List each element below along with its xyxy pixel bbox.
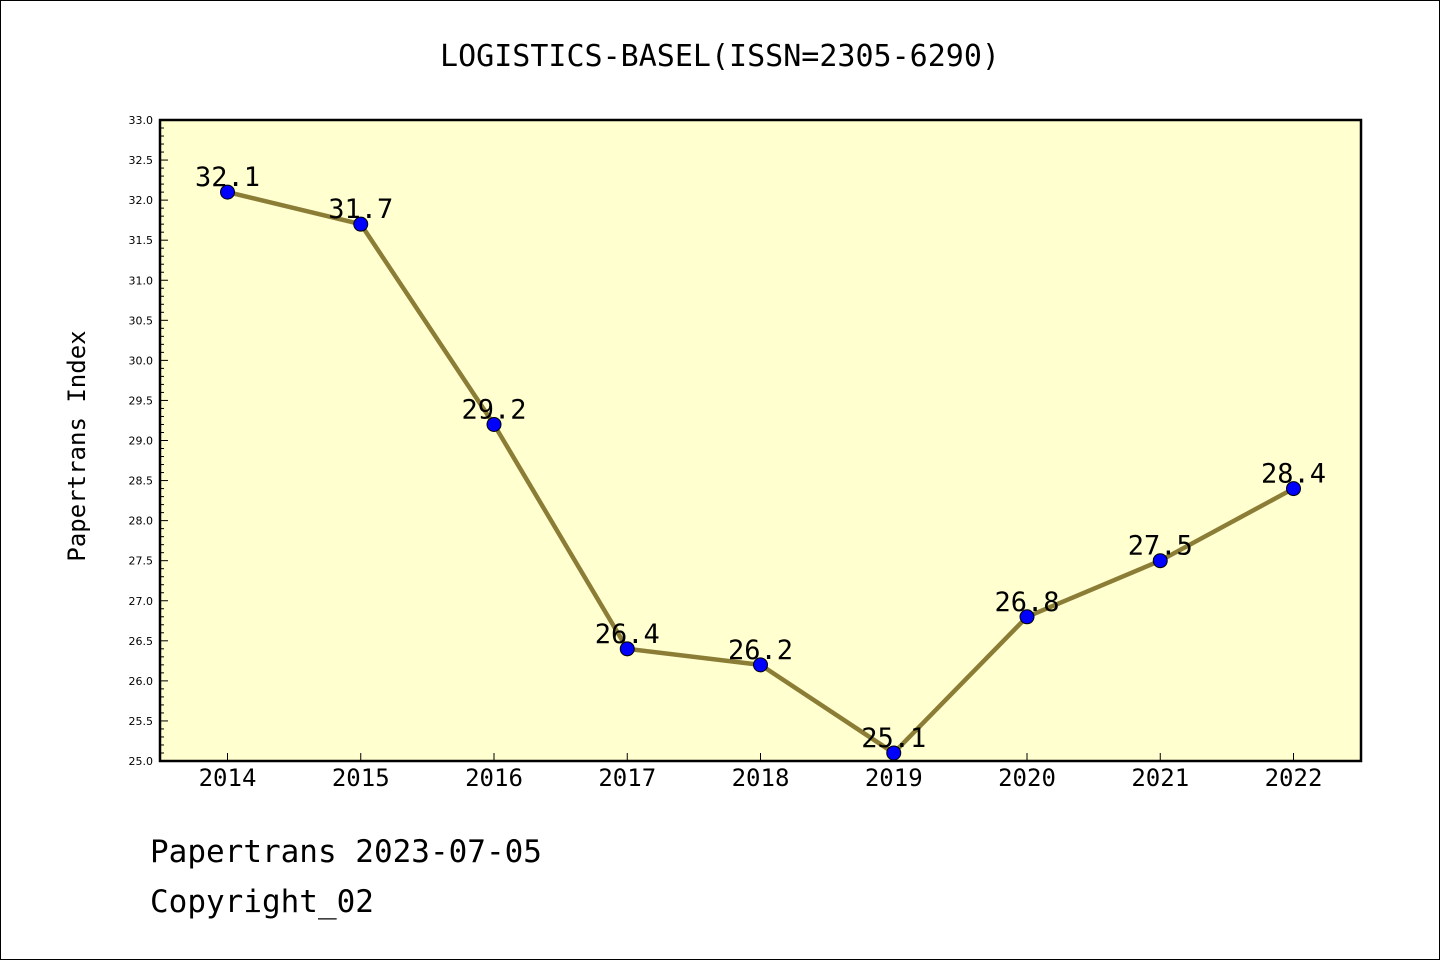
x-tick-label: 2021 [1131,764,1189,792]
y-tick-label: 25.5 [129,715,154,728]
data-point [1019,609,1035,625]
data-point [486,416,502,432]
data-point [753,657,768,673]
y-tick-label: 26.0 [129,675,154,688]
y-tick-label: 30.5 [129,314,154,327]
data-point [353,216,369,232]
data-label: 26.2 [728,635,793,666]
data-label: 26.4 [595,619,660,650]
y-tick-label: 30.0 [129,354,154,367]
data-point [1286,481,1301,497]
y-tick-label: 25.0 [129,755,154,768]
data-label: 32.1 [195,162,260,193]
plot-border [158,118,1363,763]
y-tick-label: 29.0 [129,435,154,448]
x-tick-label: 2014 [199,764,257,792]
x-tick-label: 2016 [465,764,523,792]
y-tick-label: 31.5 [129,234,154,247]
y-tick-label: 26.5 [129,635,154,648]
data-point [619,641,635,657]
y-tick-label: 27.0 [129,595,154,608]
data-label: 28.4 [1261,459,1326,490]
x-tick-label: 2020 [998,764,1056,792]
data-label: 25.1 [861,723,926,754]
data-point [220,184,235,200]
x-tick-label: 2018 [732,764,790,792]
x-tick-label: 2019 [865,764,923,792]
y-tick-label: 32.5 [129,154,154,167]
y-tick-label: 31.0 [129,274,154,287]
data-label: 27.5 [1128,531,1193,562]
data-point [1152,553,1168,569]
y-tick-label: 28.5 [129,475,154,488]
y-tick-label: 33.0 [129,114,154,127]
data-label: 29.2 [461,394,526,425]
chart-title: LOGISTICS-BASEL(ISSN=2305-6290) [440,39,1000,74]
data-label: 26.8 [994,587,1059,618]
y-tick-label: 32.0 [129,194,154,207]
footer-copyright: Copyright_02 [150,884,374,920]
y-axis-label: Papertrans Index [63,330,91,561]
x-tick-label: 2022 [1265,764,1323,792]
footer-date: Papertrans 2023-07-05 [150,834,542,870]
y-tick-label: 29.5 [129,394,154,407]
x-tick-label: 2015 [332,764,390,792]
y-tick-label: 27.5 [129,555,154,568]
data-label: 31.7 [328,194,393,225]
x-tick-label: 2017 [598,764,656,792]
y-tick-label: 28.0 [129,515,154,528]
